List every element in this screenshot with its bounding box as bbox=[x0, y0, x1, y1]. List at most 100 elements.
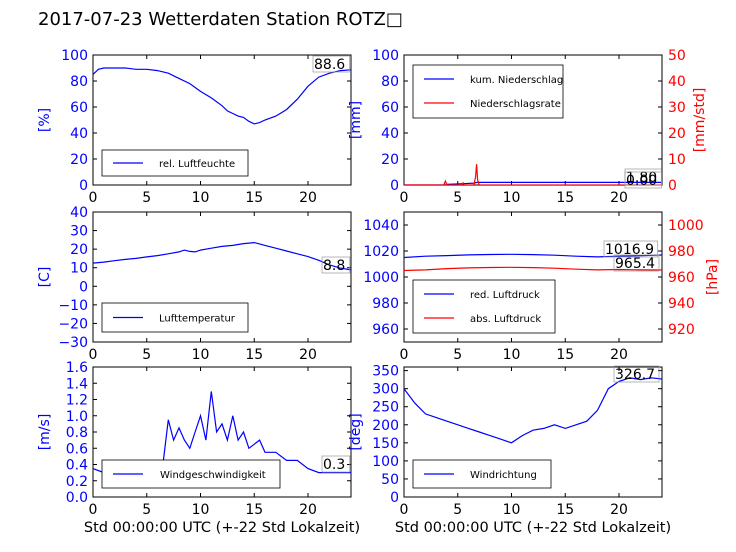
value-annotation-box bbox=[613, 365, 660, 383]
x-tick-label: 15 bbox=[245, 347, 263, 363]
x-tick-label: 20 bbox=[299, 190, 317, 206]
y-tick-label: 20 bbox=[381, 152, 399, 168]
y2-tick-label: 30 bbox=[668, 100, 686, 116]
x-tick-label: 15 bbox=[245, 190, 263, 206]
value-annotation-box bbox=[321, 256, 351, 274]
x-tick-label: 0 bbox=[400, 190, 409, 206]
x-tick-label: 10 bbox=[503, 190, 521, 206]
x-tick-label: 5 bbox=[453, 502, 462, 518]
y-tick-label: 0 bbox=[390, 490, 399, 506]
series-line-1 bbox=[404, 377, 662, 444]
y2-tick-label: 1000 bbox=[668, 218, 704, 234]
y-tick-label: 1000 bbox=[363, 270, 399, 286]
y-tick-label: 100 bbox=[372, 48, 399, 64]
x-tick-label: 5 bbox=[142, 502, 151, 518]
y2-tick-label: 920 bbox=[668, 322, 695, 338]
y-tick-label: 980 bbox=[372, 296, 399, 312]
value-annotation-box bbox=[603, 240, 658, 258]
y-tick-label: 80 bbox=[381, 74, 399, 90]
y-tick-label: −30 bbox=[58, 335, 88, 351]
x-tick-label: 0 bbox=[400, 347, 409, 363]
y-tick-label: 100 bbox=[372, 454, 399, 470]
value-annotation: 88.6 bbox=[314, 57, 345, 73]
legend-label: red. Luftdruck bbox=[470, 290, 540, 301]
y-tick-label: 0.6 bbox=[66, 441, 88, 457]
x-tick-label: 20 bbox=[610, 190, 628, 206]
y-tick-label: 1.6 bbox=[66, 360, 88, 376]
y-tick-label: 1020 bbox=[363, 244, 399, 260]
value-annotation-box bbox=[613, 254, 660, 272]
x-tick-label: 15 bbox=[556, 190, 574, 206]
x-tick-label: 5 bbox=[453, 347, 462, 363]
y-tick-label: 60 bbox=[70, 100, 88, 116]
y-tick-label: 1.4 bbox=[66, 376, 88, 392]
y-tick-label: 20 bbox=[70, 152, 88, 168]
legend-label: rel. Luftfeuchte bbox=[159, 159, 235, 170]
y-tick-label: 0 bbox=[79, 178, 88, 194]
y-tick-label: 250 bbox=[372, 400, 399, 416]
x-tick-label: 5 bbox=[453, 190, 462, 206]
y2-tick-label: 40 bbox=[668, 74, 686, 90]
x-axis-label: Std 00:00:00 UTC (+-22 Std Lokalzeit) bbox=[84, 520, 360, 536]
subplot-temperature: 0 5 10 15 20 −30 −20 −10 0 10 20 30 40 [C] Lufttempera… bbox=[37, 205, 352, 363]
y-tick-label: 10 bbox=[70, 261, 88, 277]
value-annotation-box bbox=[321, 455, 351, 473]
y2-tick-label: 980 bbox=[668, 244, 695, 260]
x-tick-label: 10 bbox=[503, 347, 521, 363]
y-tick-label: 0.2 bbox=[66, 474, 88, 490]
y2-tick-label: 10 bbox=[668, 152, 686, 168]
y-tick-label: 200 bbox=[372, 418, 399, 434]
y-tick-label: 150 bbox=[372, 436, 399, 452]
y-tick-label: −10 bbox=[58, 298, 88, 314]
legend-box bbox=[412, 279, 556, 334]
y-tick-label: 0 bbox=[79, 279, 88, 295]
y2-tick-label: 0 bbox=[668, 178, 677, 194]
legend-label: Lufttemperatur bbox=[159, 314, 236, 325]
series-line-1 bbox=[93, 241, 351, 271]
x-axis-label: Std 00:00:00 UTC (+-22 Std Lokalzeit) bbox=[395, 520, 671, 536]
figure-title: 2017-07-23 Wetterdaten Station ROTZ□ bbox=[38, 9, 403, 30]
y-tick-label: 0.4 bbox=[66, 458, 88, 474]
y-tick-label: 80 bbox=[70, 74, 88, 90]
subplot-wind-speed: 0 5 10 15 20 0.00.20.40.60.81.01.21.41.6 [m/s]… bbox=[37, 360, 352, 518]
legend-label: kum. Niederschlag bbox=[470, 75, 563, 86]
subplot-humidity: 0 5 10 15 20 0 20 40 60 80 100 [%] rel. Luftfeuchte 8… bbox=[37, 48, 352, 206]
legend-label: Windgeschwindigkeit bbox=[160, 470, 266, 481]
y-tick-label: 40 bbox=[70, 126, 88, 142]
x-tick-label: 15 bbox=[556, 502, 574, 518]
legend-label: abs. Luftdruck bbox=[470, 314, 541, 325]
value-annotation-box bbox=[624, 171, 662, 189]
y-axis-label: [hPa] bbox=[705, 259, 721, 295]
legend-box bbox=[101, 302, 249, 333]
x-tick-label: 10 bbox=[503, 502, 521, 518]
x-tick-label: 20 bbox=[299, 502, 317, 518]
value-annotation: 1.80 bbox=[626, 170, 657, 186]
x-tick-label: 15 bbox=[245, 502, 263, 518]
y-tick-label: 960 bbox=[372, 322, 399, 338]
y-tick-label: 1.2 bbox=[66, 393, 88, 409]
y-tick-label: 0.8 bbox=[66, 425, 88, 441]
x-tick-label: 0 bbox=[89, 190, 98, 206]
x-tick-label: 0 bbox=[400, 502, 409, 518]
y2-tick-label: 960 bbox=[668, 270, 695, 286]
y-axis-label: [%] bbox=[37, 108, 53, 132]
y-tick-label: 1.0 bbox=[66, 409, 88, 425]
y-tick-label: −20 bbox=[58, 316, 88, 332]
y-axis-label: [deg] bbox=[348, 413, 364, 450]
value-annotation: 326.7 bbox=[615, 367, 655, 383]
legend-label: Windrichtung bbox=[470, 470, 537, 481]
value-annotation: 8.8 bbox=[323, 258, 345, 274]
legend-label: Niederschlagsrate bbox=[470, 99, 561, 110]
subplot-wind-direction: 0 5 10 15 20050100150200250300350[deg]Windri… bbox=[348, 364, 663, 518]
series-line-1 bbox=[404, 253, 662, 259]
y-tick-label: 300 bbox=[372, 382, 399, 398]
subplot-pressure: 0 5 10 15 20 960 980 1000 1020 1040 920 940 960 980 10… bbox=[363, 211, 721, 363]
value-annotation: 0.00 bbox=[626, 173, 657, 189]
x-tick-label: 5 bbox=[142, 190, 151, 206]
series-line-2 bbox=[404, 266, 662, 272]
y-tick-label: 40 bbox=[381, 126, 399, 142]
y-axis-label: [mm] bbox=[348, 101, 364, 139]
subplot-precipitation: 0 5 10 15 20 0 20 40 60 80 100 0 10 20 30 40 50 [mm] [mm/s… bbox=[348, 48, 708, 206]
x-tick-label: 20 bbox=[299, 347, 317, 363]
